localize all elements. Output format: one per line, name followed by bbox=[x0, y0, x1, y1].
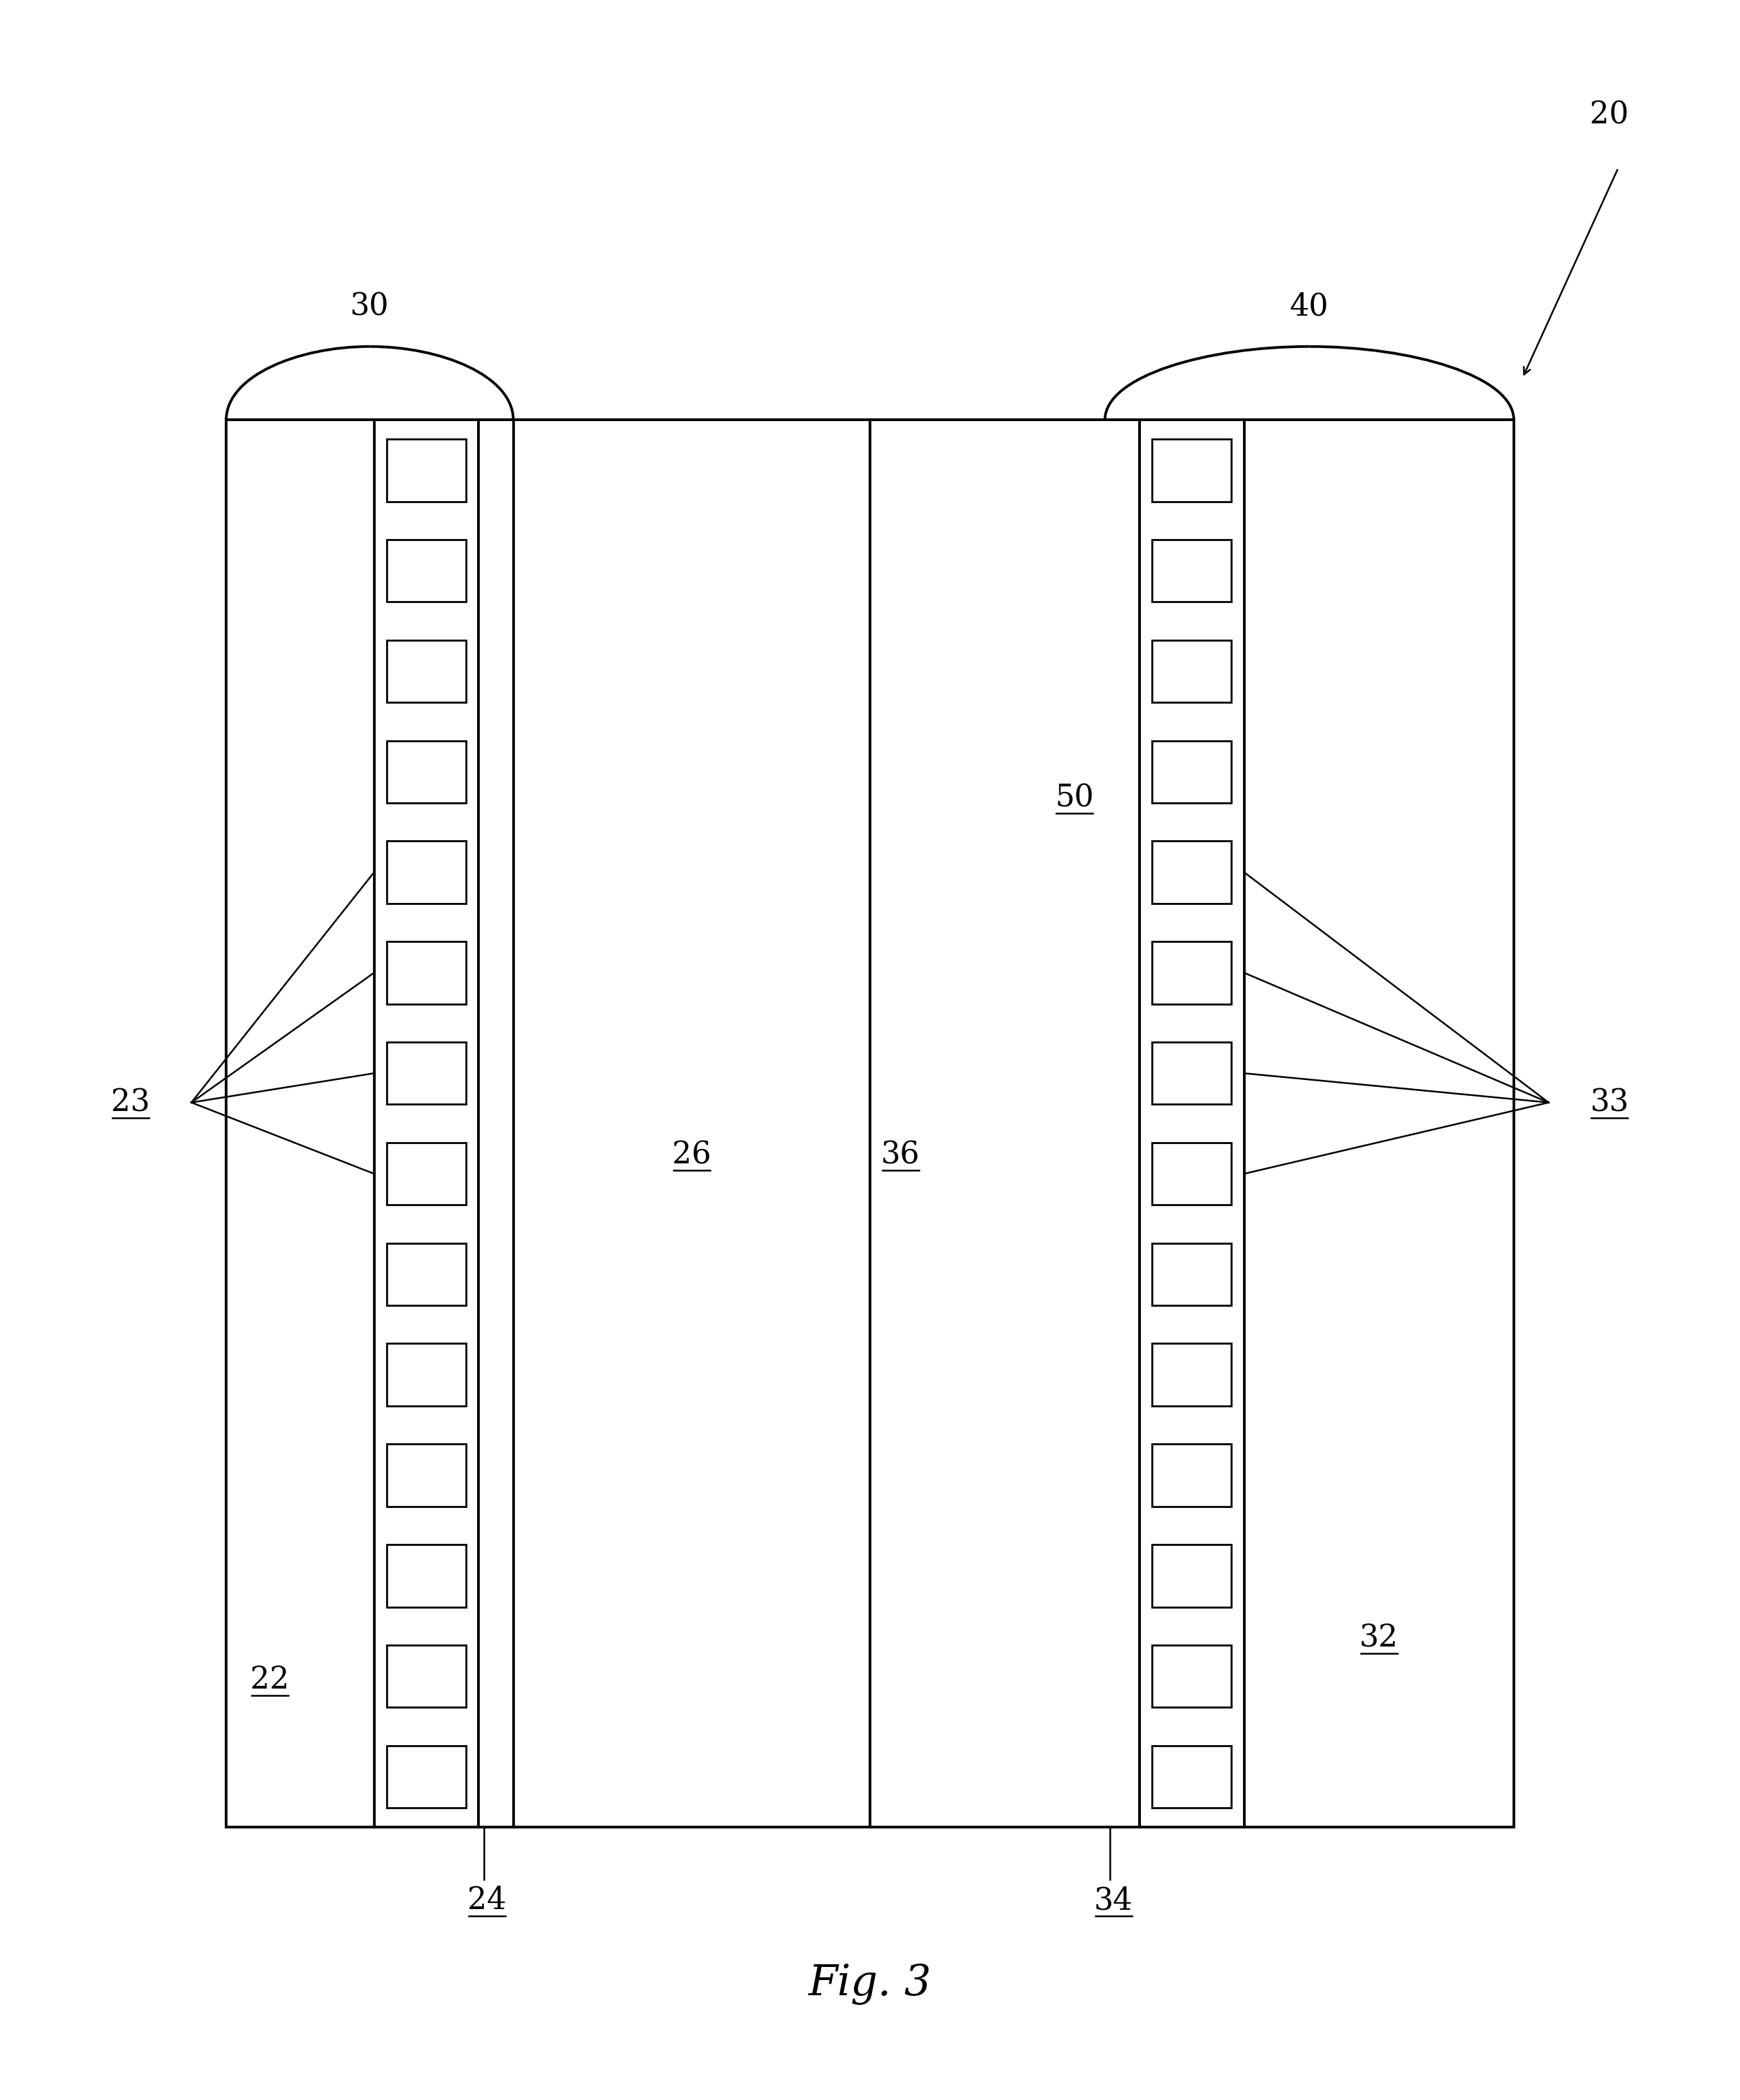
Bar bbox=[386, 439, 466, 502]
Bar bbox=[386, 1344, 466, 1405]
Bar bbox=[386, 540, 466, 603]
Bar bbox=[386, 1546, 466, 1607]
Text: 20: 20 bbox=[1590, 101, 1629, 130]
Bar bbox=[386, 842, 466, 903]
Bar bbox=[1152, 1344, 1232, 1405]
Text: 50: 50 bbox=[1054, 783, 1094, 813]
Text: 26: 26 bbox=[672, 1140, 712, 1170]
Text: 22: 22 bbox=[251, 1665, 289, 1695]
Text: 23: 23 bbox=[111, 1088, 150, 1117]
Text: 36: 36 bbox=[880, 1140, 920, 1170]
Text: 33: 33 bbox=[1590, 1088, 1629, 1117]
Bar bbox=[1152, 1644, 1232, 1707]
Bar bbox=[386, 641, 466, 701]
Bar bbox=[1152, 842, 1232, 903]
Bar bbox=[226, 420, 1514, 1827]
Bar bbox=[1152, 540, 1232, 603]
Text: Fig. 3: Fig. 3 bbox=[809, 1964, 931, 2006]
Bar bbox=[386, 1042, 466, 1105]
Bar bbox=[386, 741, 466, 802]
Bar bbox=[1152, 1243, 1232, 1306]
Bar bbox=[1152, 1745, 1232, 1808]
Bar bbox=[1152, 1546, 1232, 1607]
Bar bbox=[1152, 1445, 1232, 1506]
Bar bbox=[386, 1644, 466, 1707]
Text: 34: 34 bbox=[1094, 1886, 1133, 1915]
Bar bbox=[1152, 941, 1232, 1004]
Bar bbox=[386, 941, 466, 1004]
Bar bbox=[386, 1745, 466, 1808]
Bar bbox=[1152, 439, 1232, 502]
Text: 30: 30 bbox=[350, 292, 390, 321]
Bar bbox=[1152, 1042, 1232, 1105]
Bar bbox=[386, 1445, 466, 1506]
Bar bbox=[1152, 1142, 1232, 1205]
Text: 32: 32 bbox=[1359, 1623, 1399, 1653]
Text: 40: 40 bbox=[1289, 292, 1329, 321]
Bar bbox=[386, 1142, 466, 1205]
Bar bbox=[1152, 741, 1232, 802]
Text: 24: 24 bbox=[468, 1886, 506, 1915]
Bar bbox=[1152, 641, 1232, 701]
Bar bbox=[386, 1243, 466, 1306]
